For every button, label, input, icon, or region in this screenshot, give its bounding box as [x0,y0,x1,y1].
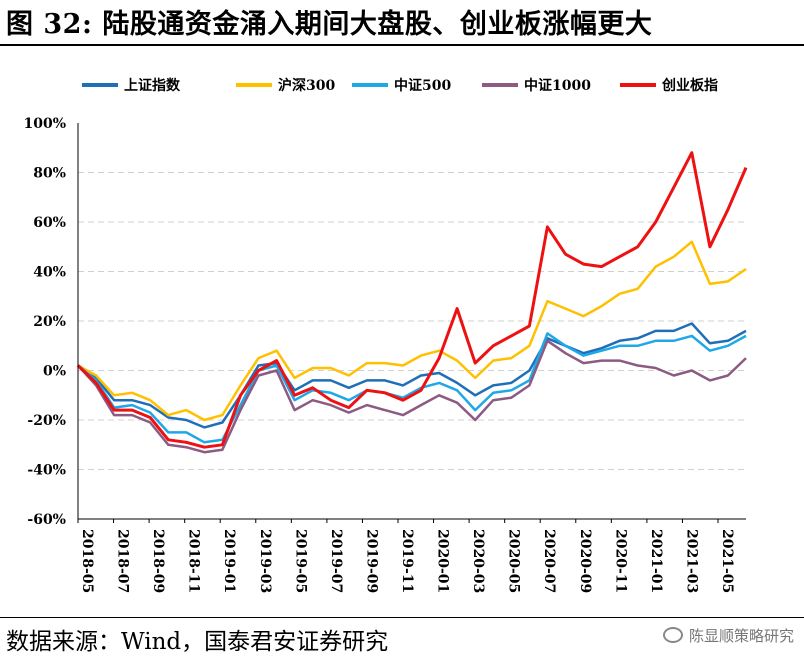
series-line-1 [77,240,747,422]
title-rule [0,44,804,46]
x-tick-label: 2020-09 [577,529,593,593]
x-tick-label: 2019-03 [257,529,273,593]
legend-label-0: 上证指数 [124,77,181,94]
legend-label-3: 中证1000 [524,77,591,94]
x-tick-label: 2019-07 [328,529,344,593]
x-tick-label: 2021-05 [719,529,735,593]
x-tick-label: 2019-05 [292,529,308,593]
series-line-0 [77,322,747,429]
x-tick-label: 2021-01 [648,529,664,593]
x-tick-label: 2020-07 [541,529,557,593]
y-tick-label: 100% [23,116,66,132]
wechat-icon [662,627,683,643]
chart-grid [78,172,746,470]
y-tick-label: -40% [27,463,66,479]
x-tick-label: 2019-01 [221,529,237,593]
x-tick-label: 2018-11 [186,529,202,593]
x-tick-label: 2019-11 [399,529,415,593]
y-tick-label: 40% [33,265,66,281]
source-rule [0,617,804,618]
x-tick-label: 2018-05 [79,529,95,593]
legend-label-2: 中证500 [394,77,451,94]
y-tick-label: 0% [43,364,66,380]
source-note: 数据来源：Wind，国泰君安证券研究 [6,629,389,655]
watermark-text: 陈显顺策略研究 [688,627,794,645]
watermark: 陈显顺策略研究 [662,625,794,646]
chart-legend: 上证指数 沪深300 中证500 中证1000 创业板指 [82,77,718,94]
x-tick-label: 2018-09 [150,529,166,593]
chart-series [76,151,748,454]
x-tick-label: 2020-11 [612,529,628,593]
figure-title: 图 32: 陆股通资金涌入期间大盘股、创业板涨幅更大 [6,9,653,40]
x-tick-label: 2021-03 [683,529,699,593]
x-tick-label: 2020-05 [506,529,522,593]
x-tick-label: 2020-03 [470,529,486,593]
y-tick-label: 20% [33,314,66,330]
line-chart: 上证指数 沪深300 中证500 中证1000 创业板指 100% 80% 60% 40% 20… [23,77,748,593]
x-tick-label: 2018-07 [115,529,131,593]
series-line-2 [77,332,747,444]
y-tick-label: 80% [33,166,66,182]
y-tick-label: -60% [27,512,66,528]
y-tick-label: 60% [33,215,66,231]
x-tick-label: 2020-01 [435,529,451,593]
legend-label-1: 沪深300 [278,77,335,94]
series-line-3 [77,339,747,454]
x-tick-label: 2019-09 [363,529,379,593]
legend-label-4: 创业板指 [661,77,718,94]
chart-axes: 100% 80% 60% 40% 20% 0% -20% -40% -60% 2018-05 201… [23,116,746,593]
series-line-4 [76,151,748,449]
y-tick-label: -20% [27,413,66,429]
